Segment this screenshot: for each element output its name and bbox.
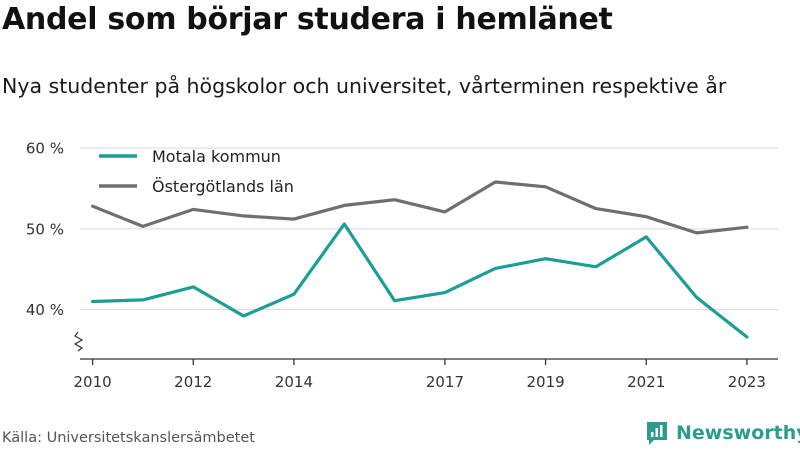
legend-label: Östergötlands län: [152, 177, 294, 196]
legend: Motala kommun Östergötlands län: [99, 147, 294, 196]
x-tick-label: 2010: [74, 373, 112, 391]
x-tick-label: 2014: [275, 373, 313, 391]
y-axis-labels: 40 % 50 % 60 %: [26, 140, 64, 319]
y-tick-label: 60 %: [26, 140, 64, 158]
chart-title: Andel som börjar studera i hemlänet: [2, 2, 613, 37]
brand-name: Newsworthy: [676, 422, 800, 444]
y-tick-label: 50 %: [26, 220, 64, 238]
y-tick-label: 40 %: [26, 301, 64, 319]
x-tick-label: 2023: [728, 373, 766, 391]
chart-bubble-icon: [647, 422, 667, 445]
chart-subtitle: Nya studenter på högskolor och universit…: [2, 74, 727, 98]
source-note: Källa: Universitetskanslersämbetet: [2, 430, 255, 446]
x-tick-label: 2017: [426, 373, 464, 391]
series-lines: [90, 180, 749, 339]
newsworthy-logo: Newsworthy: [645, 420, 800, 446]
series-line-motala: [90, 222, 749, 339]
axis-break-icon: [73, 331, 84, 352]
x-tick-label: 2019: [526, 373, 564, 391]
x-tick-label: 2012: [174, 373, 212, 391]
x-tick-label: 2021: [627, 373, 665, 391]
series-line-ostergotland: [90, 180, 749, 235]
gridlines: [73, 147, 778, 352]
x-axis: 2010 2012 2014 2017 2019 2021 2023: [74, 358, 778, 391]
legend-label: Motala kommun: [152, 147, 281, 166]
line-chart: 40 % 50 % 60 % 2010 2012 2014 2017 2019 2021 202…: [26, 140, 778, 391]
